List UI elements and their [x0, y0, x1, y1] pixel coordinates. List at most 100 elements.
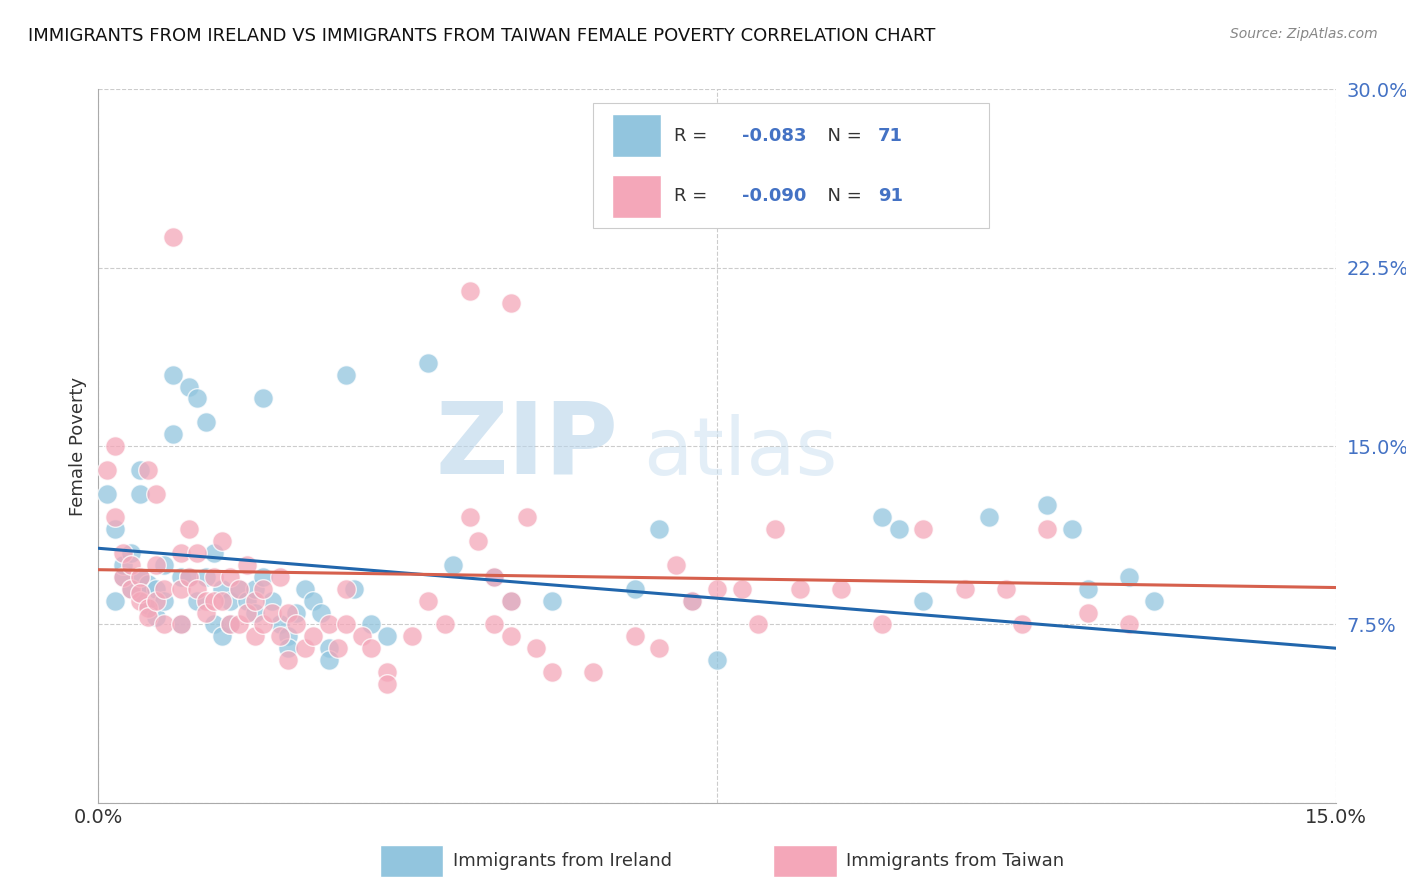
Point [120, 582, 142, 596]
Point [236, 593, 259, 607]
Text: N =: N = [815, 187, 868, 205]
Point [219, 570, 242, 584]
Point [194, 570, 217, 584]
Point [112, 570, 135, 584]
Point [104, 593, 127, 607]
Bar [612, 175, 661, 218]
Point [186, 582, 208, 596]
Point [269, 629, 291, 643]
Text: -0.083: -0.083 [742, 127, 806, 145]
Point [516, 510, 538, 524]
Text: R =: R = [673, 127, 713, 145]
Point [120, 546, 142, 560]
Point [145, 610, 167, 624]
Point [128, 486, 150, 500]
Point [170, 617, 193, 632]
Point [211, 629, 233, 643]
Point [870, 617, 893, 632]
Point [186, 392, 208, 406]
Text: Immigrants from Taiwan: Immigrants from Taiwan [846, 852, 1064, 870]
Point [302, 629, 325, 643]
Point [499, 593, 522, 607]
Point [1077, 606, 1099, 620]
Text: IMMIGRANTS FROM IRELAND VS IMMIGRANTS FROM TAIWAN FEMALE POVERTY CORRELATION CHA: IMMIGRANTS FROM IRELAND VS IMMIGRANTS FR… [28, 27, 935, 45]
Point [277, 641, 299, 656]
Point [243, 582, 266, 596]
Point [112, 570, 135, 584]
Bar [612, 114, 661, 157]
Point [318, 641, 340, 656]
Point [418, 356, 440, 370]
Point [648, 641, 671, 656]
Point [458, 510, 481, 524]
Point [162, 229, 184, 244]
Point [458, 285, 481, 299]
Point [186, 546, 208, 560]
Point [269, 617, 291, 632]
Text: -0.090: -0.090 [742, 187, 806, 205]
Point [236, 606, 259, 620]
Point [763, 522, 786, 536]
Point [136, 463, 159, 477]
Point [681, 593, 703, 607]
Point [375, 665, 398, 679]
Point [211, 593, 233, 607]
Point [706, 653, 728, 667]
Point [136, 610, 159, 624]
Point [360, 617, 382, 632]
Point [789, 582, 811, 596]
Point [375, 677, 398, 691]
Text: Immigrants from Ireland: Immigrants from Ireland [453, 852, 672, 870]
Point [1143, 593, 1166, 607]
Point [145, 558, 167, 572]
Point [170, 546, 193, 560]
Point [484, 617, 506, 632]
Point [681, 593, 703, 607]
Point [194, 415, 217, 429]
Point [104, 510, 127, 524]
Point [401, 629, 423, 643]
Point [243, 606, 266, 620]
Point [153, 593, 176, 607]
Point [136, 600, 159, 615]
Point [541, 665, 564, 679]
Text: N =: N = [815, 127, 868, 145]
Point [979, 510, 1001, 524]
Point [912, 593, 935, 607]
Point [145, 486, 167, 500]
Point [236, 558, 259, 572]
Point [162, 427, 184, 442]
Point [120, 582, 142, 596]
Point [179, 522, 201, 536]
Point [747, 617, 769, 632]
Point [243, 629, 266, 643]
Point [484, 570, 506, 584]
Point [202, 593, 225, 607]
Point [623, 629, 645, 643]
Point [541, 593, 564, 607]
Point [128, 586, 150, 600]
Point [252, 582, 274, 596]
Point [96, 486, 118, 500]
Point [441, 558, 464, 572]
Text: atlas: atlas [643, 414, 837, 492]
Point [360, 641, 382, 656]
Point [499, 629, 522, 643]
Point [228, 617, 250, 632]
Point [170, 570, 193, 584]
Point [128, 593, 150, 607]
Point [277, 606, 299, 620]
Text: 91: 91 [877, 187, 903, 205]
Point [994, 582, 1017, 596]
Point [252, 617, 274, 632]
Point [120, 558, 142, 572]
Point [153, 617, 176, 632]
Point [153, 558, 176, 572]
Point [665, 558, 688, 572]
Point [326, 641, 349, 656]
Point [1036, 522, 1059, 536]
Point [335, 368, 357, 382]
Point [623, 582, 645, 596]
Point [179, 570, 201, 584]
Point [352, 629, 374, 643]
